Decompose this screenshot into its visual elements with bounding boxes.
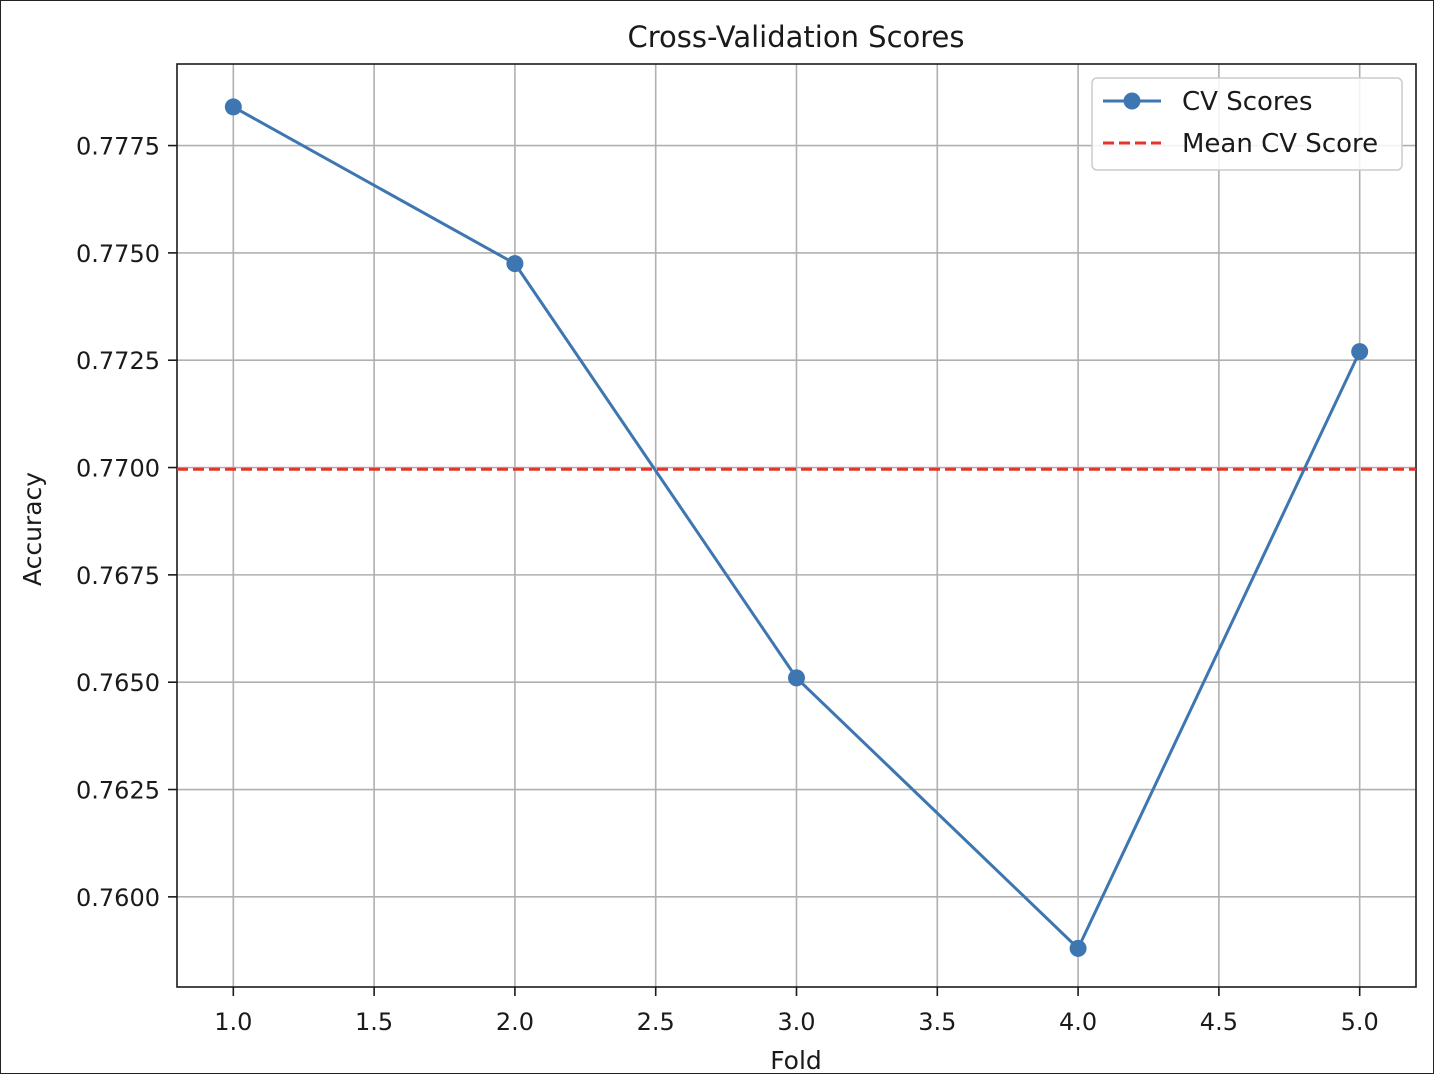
y-tick-label: 0.7600 bbox=[76, 884, 160, 912]
legend-label-cv-scores: CV Scores bbox=[1182, 87, 1313, 117]
x-tick-label: 4.0 bbox=[1059, 1008, 1097, 1036]
x-tick-label: 3.0 bbox=[777, 1008, 815, 1036]
y-axis-title: Accuracy bbox=[18, 472, 47, 586]
series-layer bbox=[224, 98, 1369, 957]
y-tick-label: 0.7675 bbox=[76, 562, 160, 590]
y-tick-label: 0.7775 bbox=[76, 133, 160, 161]
y-tick-label: 0.7650 bbox=[76, 669, 160, 697]
y-tick-label: 0.7625 bbox=[76, 777, 160, 805]
cv-score-point bbox=[506, 255, 524, 273]
x-tick-label: 2.0 bbox=[496, 1008, 534, 1036]
x-tick-label: 1.5 bbox=[355, 1008, 393, 1036]
x-tick-label: 1.0 bbox=[214, 1008, 252, 1036]
x-tick-label: 4.5 bbox=[1200, 1008, 1238, 1036]
y-tick-label: 0.7725 bbox=[76, 347, 160, 375]
cv-score-point bbox=[788, 669, 805, 687]
x-axis-title: Fold bbox=[770, 1046, 822, 1075]
x-tick-label: 3.5 bbox=[918, 1008, 956, 1036]
legend: CV Scores Mean CV Score bbox=[1091, 77, 1403, 171]
x-tick-label: 2.5 bbox=[637, 1008, 675, 1036]
chart-title: Cross-Validation Scores bbox=[627, 20, 964, 54]
y-tick-label: 0.7700 bbox=[76, 455, 160, 483]
y-tick-label: 0.7750 bbox=[76, 240, 160, 268]
legend-label-mean-cv-score: Mean CV Score bbox=[1182, 129, 1378, 159]
cv-score-point bbox=[1069, 939, 1087, 957]
x-tick-label: 5.0 bbox=[1341, 1008, 1379, 1036]
cv-score-point bbox=[224, 98, 242, 116]
grid-layer bbox=[177, 64, 1416, 987]
legend-box bbox=[1091, 77, 1403, 171]
cv-score-point bbox=[1351, 343, 1369, 361]
legend-marker-cv-scores bbox=[1123, 92, 1141, 110]
ticks-layer: 1.0 1.5 2.0 2.5 3.0 3.5 4.0 4.5 5.0 0.7600 0.7625 0… bbox=[76, 133, 1379, 1036]
